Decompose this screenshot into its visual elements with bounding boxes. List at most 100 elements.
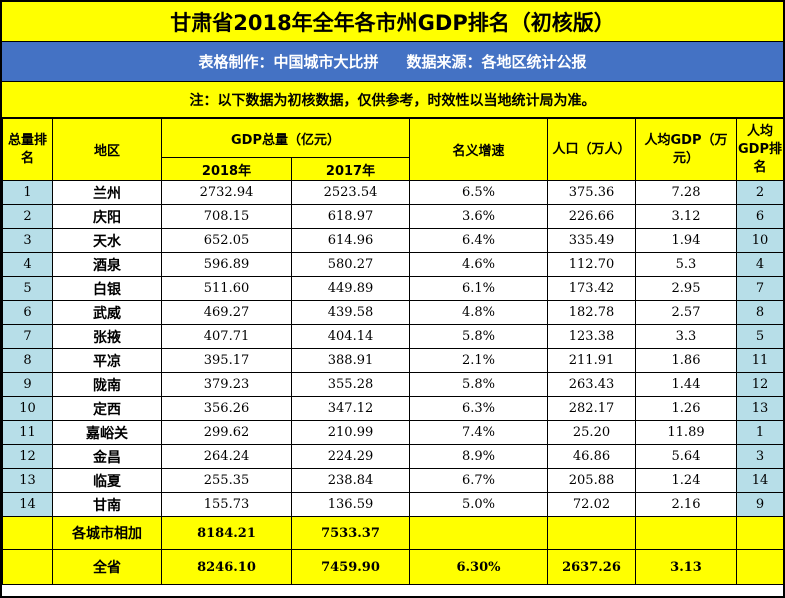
sum-cities-per-capita-rank — [736, 516, 784, 550]
per-capita-rank-cell: 7 — [736, 276, 784, 301]
data-source-label: 数据来源：各地区统计公报 — [406, 53, 587, 71]
per-capita-cell: 1.24 — [635, 468, 737, 493]
region-cell: 酒泉 — [52, 252, 162, 277]
gdp-2018-cell: 511.60 — [161, 276, 292, 301]
per-capita-cell: 1.86 — [635, 348, 737, 373]
region-cell: 平凉 — [52, 348, 162, 373]
province-label: 全省 — [52, 549, 162, 585]
table-row: 6 武威 469.27 439.58 4.8% 182.78 2.57 8 — [2, 300, 784, 325]
per-capita-cell: 7.28 — [635, 180, 737, 205]
per-capita-rank-cell: 2 — [736, 180, 784, 205]
growth-cell: 7.4% — [409, 420, 548, 445]
gdp-2017-cell: 388.91 — [291, 348, 410, 373]
gdp-2018-cell: 708.15 — [161, 204, 292, 229]
gdp-2018-cell: 596.89 — [161, 252, 292, 277]
rank-cell: 7 — [2, 324, 53, 349]
rank-cell: 13 — [2, 468, 53, 493]
per-capita-cell: 2.16 — [635, 492, 737, 517]
growth-cell: 6.7% — [409, 468, 548, 493]
gdp-2017-cell: 210.99 — [291, 420, 410, 445]
population-cell: 182.78 — [547, 300, 636, 325]
per-capita-cell: 5.3 — [635, 252, 737, 277]
per-capita-cell: 3.12 — [635, 204, 737, 229]
population-cell: 226.66 — [547, 204, 636, 229]
header-gdp-total: GDP总量（亿元） — [161, 118, 410, 158]
table-row: 11 嘉峪关 299.62 210.99 7.4% 25.20 11.89 1 — [2, 420, 784, 445]
table-maker-label: 表格制作：中国城市大比拼 — [198, 53, 379, 71]
per-capita-cell: 2.57 — [635, 300, 737, 325]
per-capita-cell: 1.26 — [635, 396, 737, 421]
province-population: 2637.26 — [547, 549, 636, 585]
province-growth: 6.30% — [409, 549, 548, 585]
province-per-capita: 3.13 — [635, 549, 737, 585]
rank-cell: 1 — [2, 180, 53, 205]
gdp-2018-cell: 379.23 — [161, 372, 292, 397]
per-capita-rank-cell: 14 — [736, 468, 784, 493]
disclaimer-note: 注：以下数据为初核数据，仅供参考，时效性以当地统计局为准。 — [2, 82, 783, 118]
header-rank: 总量排名 — [2, 118, 53, 181]
gdp-2018-cell: 2732.94 — [161, 180, 292, 205]
province-rank — [2, 549, 53, 585]
population-cell: 72.02 — [547, 492, 636, 517]
table-row: 12 金昌 264.24 224.29 8.9% 46.86 5.64 3 — [2, 444, 784, 469]
growth-cell: 5.0% — [409, 492, 548, 517]
gdp-2017-cell: 136.59 — [291, 492, 410, 517]
gdp-2018-cell: 652.05 — [161, 228, 292, 253]
per-capita-rank-cell: 3 — [736, 444, 784, 469]
sum-cities-2017: 7533.37 — [291, 516, 410, 550]
per-capita-rank-cell: 12 — [736, 372, 784, 397]
population-cell: 375.36 — [547, 180, 636, 205]
table-row: 4 酒泉 596.89 580.27 4.6% 112.70 5.3 4 — [2, 252, 784, 277]
table-row: 1 兰州 2732.94 2523.54 6.5% 375.36 7.28 2 — [2, 180, 784, 205]
province-2017: 7459.90 — [291, 549, 410, 585]
growth-cell: 4.6% — [409, 252, 548, 277]
population-cell: 25.20 — [547, 420, 636, 445]
region-cell: 张掖 — [52, 324, 162, 349]
population-cell: 282.17 — [547, 396, 636, 421]
sum-cities-label: 各城市相加 — [52, 516, 162, 550]
province-per-capita-rank — [736, 549, 784, 585]
header-growth: 名义增速 — [409, 118, 548, 181]
gdp-2018-cell: 356.26 — [161, 396, 292, 421]
table-row: 13 临夏 255.35 238.84 6.7% 205.88 1.24 14 — [2, 468, 784, 493]
table-row: 7 张掖 407.71 404.14 5.8% 123.38 3.3 5 — [2, 324, 784, 349]
per-capita-rank-cell: 11 — [736, 348, 784, 373]
per-capita-rank-cell: 13 — [736, 396, 784, 421]
gdp-2017-cell: 224.29 — [291, 444, 410, 469]
gdp-2017-cell: 238.84 — [291, 468, 410, 493]
sum-cities-2018: 8184.21 — [161, 516, 292, 550]
page-title: 甘肃省2018年全年各市州GDP排名（初核版） — [2, 2, 783, 42]
region-cell: 天水 — [52, 228, 162, 253]
rank-cell: 6 — [2, 300, 53, 325]
per-capita-cell: 1.44 — [635, 372, 737, 397]
gdp-2018-cell: 407.71 — [161, 324, 292, 349]
sum-cities-per-capita — [635, 516, 737, 550]
header-per-capita-rank: 人均GDP排名 — [736, 118, 784, 181]
rank-cell: 10 — [2, 396, 53, 421]
sum-cities-row: 各城市相加 8184.21 7533.37 — [2, 516, 784, 550]
per-capita-cell: 11.89 — [635, 420, 737, 445]
region-cell: 嘉峪关 — [52, 420, 162, 445]
growth-cell: 4.8% — [409, 300, 548, 325]
gdp-2017-cell: 614.96 — [291, 228, 410, 253]
sum-cities-population — [547, 516, 636, 550]
gdp-2017-cell: 2523.54 — [291, 180, 410, 205]
rank-cell: 2 — [2, 204, 53, 229]
per-capita-rank-cell: 9 — [736, 492, 784, 517]
credit-bar: 表格制作：中国城市大比拼 数据来源：各地区统计公报 — [2, 42, 783, 82]
rank-cell: 8 — [2, 348, 53, 373]
region-cell: 甘南 — [52, 492, 162, 517]
growth-cell: 2.1% — [409, 348, 548, 373]
growth-cell: 6.5% — [409, 180, 548, 205]
gdp-2017-cell: 439.58 — [291, 300, 410, 325]
table-row: 3 天水 652.05 614.96 6.4% 335.49 1.94 10 — [2, 228, 784, 253]
table-row: 2 庆阳 708.15 618.97 3.6% 226.66 3.12 6 — [2, 204, 784, 229]
growth-cell: 3.6% — [409, 204, 548, 229]
sum-cities-rank — [2, 516, 53, 550]
region-cell: 陇南 — [52, 372, 162, 397]
table-row: 8 平凉 395.17 388.91 2.1% 211.91 1.86 11 — [2, 348, 784, 373]
per-capita-rank-cell: 4 — [736, 252, 784, 277]
gdp-2018-cell: 395.17 — [161, 348, 292, 373]
province-2018: 8246.10 — [161, 549, 292, 585]
